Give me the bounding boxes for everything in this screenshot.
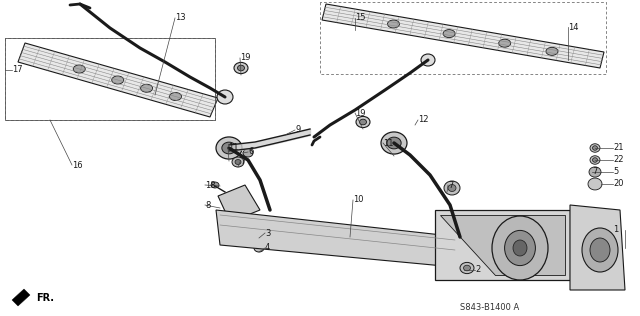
Ellipse shape [590,156,600,164]
Ellipse shape [222,142,236,154]
Text: 19: 19 [355,108,365,118]
Text: 11: 11 [228,143,239,153]
Ellipse shape [141,84,152,92]
Ellipse shape [460,262,474,274]
Text: 8: 8 [205,200,211,210]
Ellipse shape [582,228,618,272]
Ellipse shape [588,178,602,190]
Text: 6: 6 [248,148,253,156]
Text: 10: 10 [353,196,364,204]
Ellipse shape [443,30,455,38]
Polygon shape [440,215,565,275]
Text: 21: 21 [613,143,623,153]
Ellipse shape [381,132,407,154]
Ellipse shape [211,182,219,188]
Ellipse shape [593,146,598,150]
Ellipse shape [234,62,248,74]
Text: 7: 7 [592,167,597,177]
Ellipse shape [256,230,262,234]
Text: 22: 22 [613,155,623,165]
Text: 18: 18 [205,180,216,190]
Ellipse shape [243,149,253,157]
Ellipse shape [217,90,233,104]
Ellipse shape [546,47,558,55]
Ellipse shape [499,39,511,47]
Ellipse shape [237,65,244,71]
Polygon shape [12,289,30,306]
Text: S843-B1400 A: S843-B1400 A [460,303,519,313]
Ellipse shape [463,265,470,271]
Polygon shape [18,43,218,117]
Text: 4: 4 [265,244,270,252]
Ellipse shape [590,144,600,152]
Ellipse shape [232,157,244,167]
Ellipse shape [112,76,124,84]
Ellipse shape [356,116,370,128]
Text: 2: 2 [475,265,480,275]
Text: 19: 19 [240,53,250,63]
Ellipse shape [360,119,367,125]
Text: 9: 9 [295,125,300,135]
Ellipse shape [253,227,265,237]
Ellipse shape [444,181,460,195]
Polygon shape [322,4,604,68]
Text: 1: 1 [613,226,618,234]
Polygon shape [570,205,625,290]
Ellipse shape [170,93,182,100]
Text: 20: 20 [613,179,623,189]
Ellipse shape [513,240,527,256]
Text: 3: 3 [265,228,270,238]
Ellipse shape [421,54,435,66]
Text: 15: 15 [355,14,365,22]
Polygon shape [216,210,465,268]
Polygon shape [435,210,570,280]
Ellipse shape [593,158,598,162]
Text: 14: 14 [568,22,579,32]
Text: 7: 7 [448,180,453,190]
Ellipse shape [73,65,85,73]
Text: 12: 12 [418,116,429,125]
Ellipse shape [387,137,401,149]
Ellipse shape [589,167,601,177]
Polygon shape [218,185,260,222]
Ellipse shape [387,20,399,28]
Text: 13: 13 [175,14,186,22]
Text: 17: 17 [12,65,22,75]
Ellipse shape [504,230,536,266]
Ellipse shape [254,244,264,252]
Text: FR.: FR. [36,293,54,303]
Text: 11: 11 [383,138,394,148]
Text: 16: 16 [72,161,83,169]
Ellipse shape [492,216,548,280]
Ellipse shape [216,137,242,159]
Ellipse shape [235,160,241,165]
Text: 7: 7 [240,157,245,167]
Ellipse shape [590,238,610,262]
Ellipse shape [448,185,456,191]
Text: 5: 5 [613,167,618,177]
